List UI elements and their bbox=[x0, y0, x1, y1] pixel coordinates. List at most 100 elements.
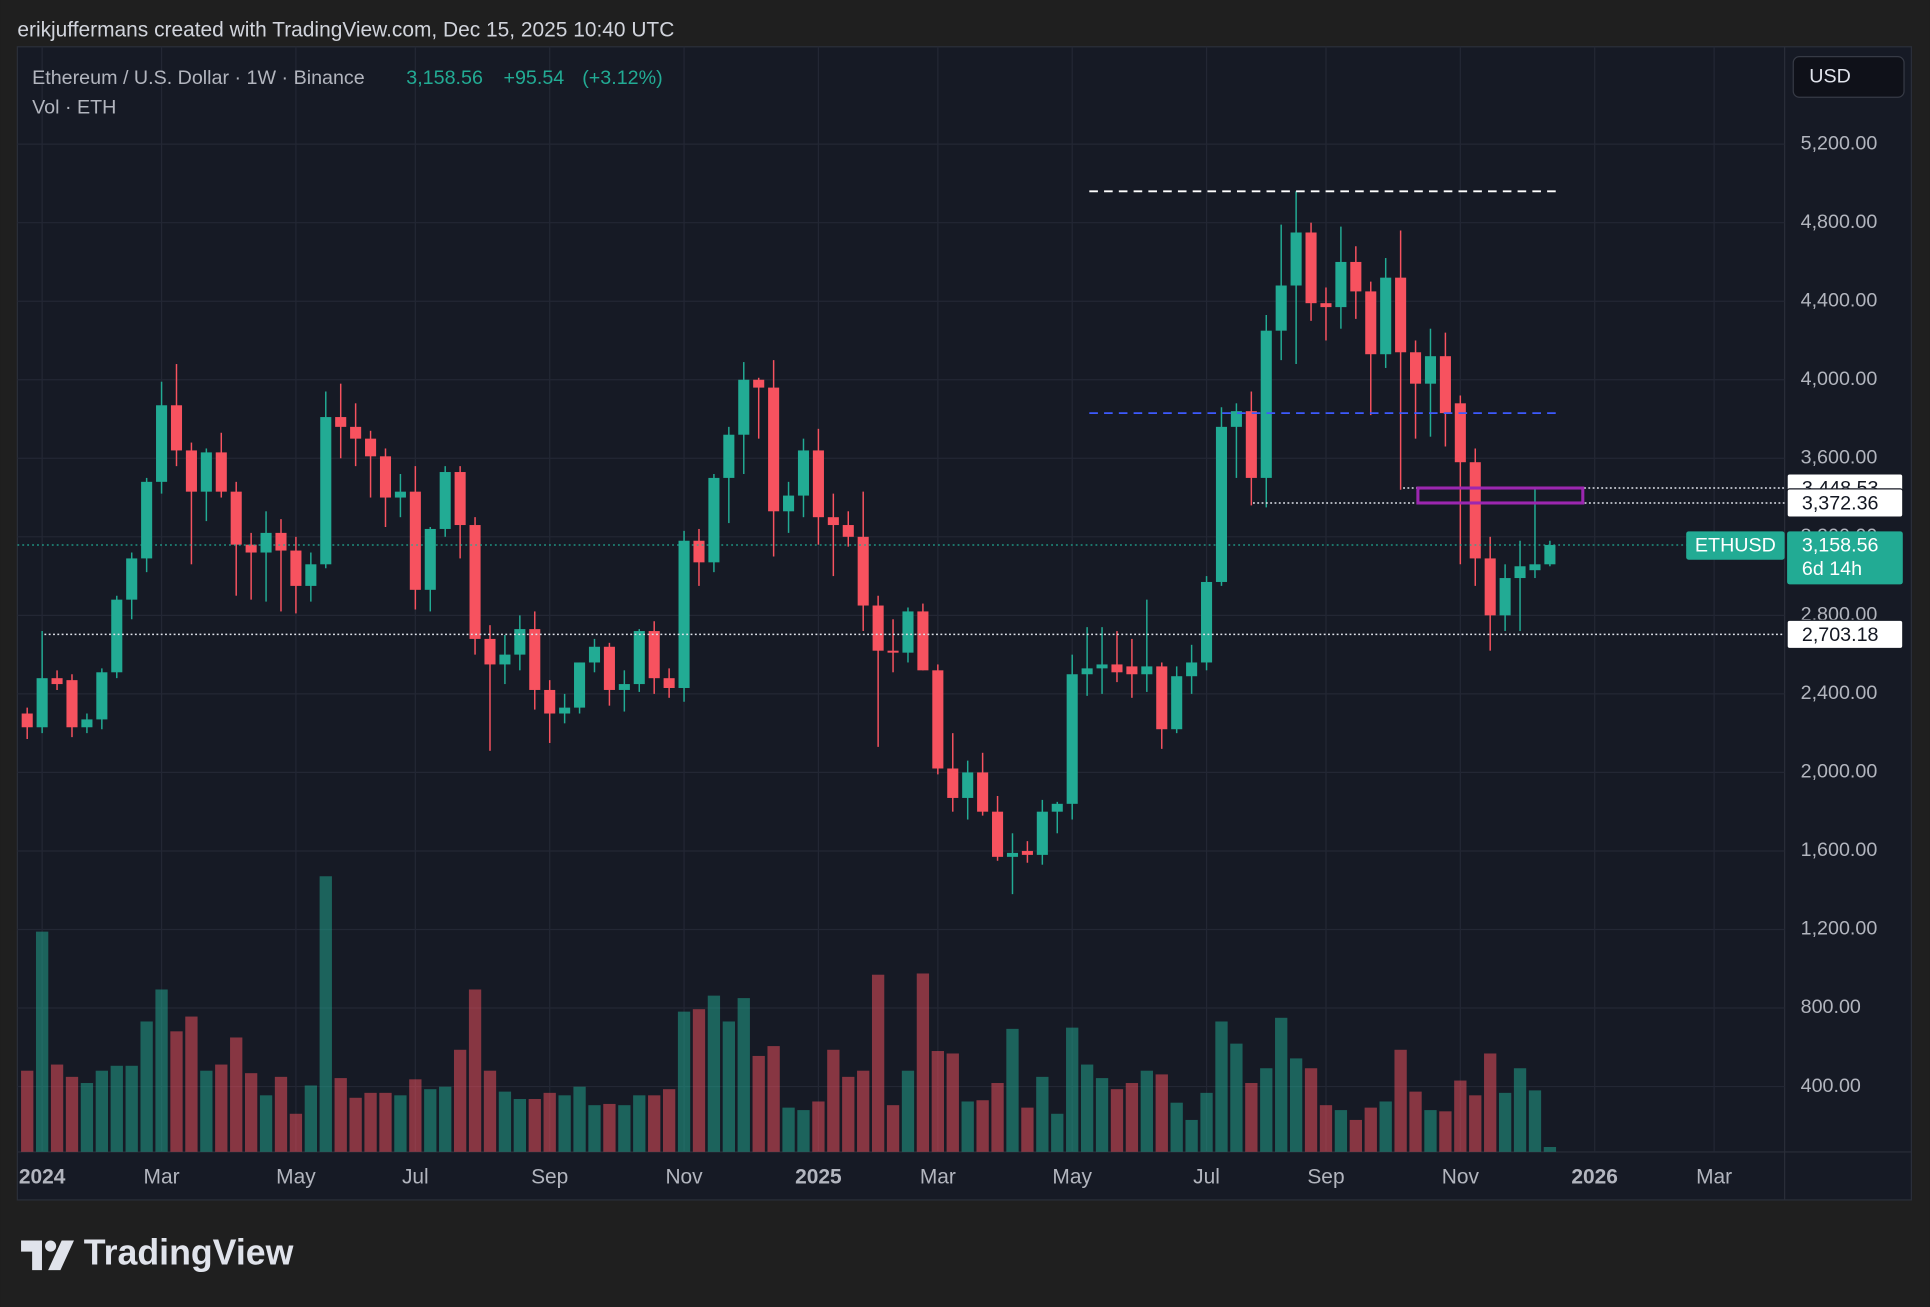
volume-bar bbox=[1155, 1074, 1168, 1152]
candle-body bbox=[932, 670, 944, 769]
candle-body bbox=[797, 450, 810, 496]
volume-bar bbox=[1498, 1092, 1512, 1152]
candle-body bbox=[215, 452, 227, 492]
candle-body bbox=[514, 629, 526, 655]
volume-bar bbox=[1528, 1090, 1542, 1152]
candle-body bbox=[529, 629, 541, 690]
volume-bar bbox=[528, 1099, 541, 1152]
volume-bar bbox=[259, 1095, 273, 1152]
legend-volume: Vol · ETH bbox=[32, 97, 116, 119]
volume-bar bbox=[946, 1053, 959, 1152]
volume-bar bbox=[842, 1076, 855, 1152]
volume-bar bbox=[1110, 1089, 1124, 1152]
currency-button-box[interactable] bbox=[1792, 55, 1905, 98]
currency-button[interactable]: USD bbox=[1792, 55, 1905, 98]
volume-bar bbox=[1170, 1102, 1183, 1152]
candle-body bbox=[723, 434, 735, 478]
x-tick-label: Nov bbox=[1442, 1165, 1480, 1188]
x-tick-label: Sep bbox=[1307, 1165, 1344, 1188]
x-tick-label: 2025 bbox=[795, 1165, 842, 1188]
volume-bar bbox=[1051, 1113, 1064, 1152]
volume-bar bbox=[677, 1011, 691, 1152]
candle-body bbox=[618, 684, 630, 690]
volume-bar bbox=[364, 1092, 377, 1152]
countdown-label: 6d 14h bbox=[1802, 558, 1862, 580]
candle-body bbox=[1171, 676, 1183, 730]
volume-bar bbox=[394, 1095, 407, 1152]
candle-body bbox=[230, 491, 242, 545]
volume-bar bbox=[767, 1046, 780, 1152]
volume-bar bbox=[797, 1110, 810, 1152]
level-label-box bbox=[1786, 619, 1904, 650]
y-tick-label: 3,600.00 bbox=[1801, 446, 1878, 468]
volume-bar bbox=[274, 1076, 288, 1152]
volume-bar bbox=[558, 1095, 571, 1152]
candle-body bbox=[1350, 261, 1362, 292]
candle-body bbox=[738, 379, 750, 435]
volume-bar bbox=[1125, 1083, 1139, 1152]
candle-body bbox=[977, 772, 989, 812]
volume-bar bbox=[618, 1105, 631, 1152]
volume-bar bbox=[1439, 1111, 1452, 1152]
y-tick-label: 2,000.00 bbox=[1801, 761, 1878, 783]
legend-title: Ethereum / U.S. Dollar · 1W · Binance bbox=[32, 67, 365, 89]
candle-body bbox=[574, 662, 586, 708]
candle-body bbox=[962, 772, 974, 798]
volume-bar bbox=[737, 998, 750, 1152]
candle-body bbox=[1484, 558, 1496, 616]
candle-body bbox=[1439, 356, 1451, 414]
candle-body bbox=[1186, 662, 1198, 677]
candle-body bbox=[1141, 666, 1153, 675]
volume-bar bbox=[782, 1107, 795, 1152]
candle-body bbox=[678, 540, 690, 688]
candle-body bbox=[1499, 578, 1511, 616]
volume-bar bbox=[916, 973, 930, 1152]
volume-bar bbox=[1379, 1101, 1392, 1152]
volume-bar bbox=[379, 1092, 392, 1152]
candle-body bbox=[394, 491, 406, 498]
volume-bar bbox=[409, 1079, 422, 1152]
candle-body bbox=[1424, 356, 1437, 384]
volume-bar bbox=[1021, 1107, 1034, 1152]
volume-bar bbox=[498, 1091, 512, 1152]
volume-bar bbox=[125, 1065, 138, 1152]
candle-body bbox=[1365, 291, 1377, 355]
price-axis: 5,200.00 4,800.00 4,400.00 4,000.00 3,600.00… bbox=[1801, 132, 1878, 1096]
volume-bar bbox=[65, 1076, 79, 1152]
volume-bar bbox=[334, 1078, 347, 1152]
candle-body bbox=[1454, 403, 1466, 463]
candle-body bbox=[1201, 581, 1213, 663]
symbol-label: ETHUSD bbox=[1695, 534, 1776, 556]
currency-button-label[interactable]: USD bbox=[1809, 66, 1851, 88]
volume-bar bbox=[230, 1037, 243, 1152]
candle-body bbox=[1230, 411, 1242, 427]
volume-bar bbox=[648, 1095, 661, 1152]
candle-body bbox=[603, 646, 615, 690]
candle-body bbox=[917, 611, 929, 671]
volume-bar bbox=[170, 1031, 183, 1152]
legend-change-pct: (+3.12%) bbox=[582, 67, 662, 89]
volume-bar bbox=[215, 1064, 228, 1152]
chart-panel bbox=[16, 46, 1913, 1201]
candle-body bbox=[96, 672, 108, 720]
volume-bar bbox=[662, 1089, 676, 1152]
candle-body bbox=[126, 558, 138, 600]
volume-bar bbox=[349, 1097, 362, 1152]
candle-body bbox=[1156, 666, 1168, 730]
volume-bar bbox=[543, 1092, 556, 1152]
candle-body bbox=[409, 491, 421, 590]
level-label: 2,703.18 bbox=[1802, 624, 1879, 646]
volume-bar bbox=[1424, 1110, 1437, 1152]
last-price-box bbox=[1787, 531, 1903, 585]
volume-bar bbox=[1513, 1068, 1527, 1152]
candle-body bbox=[1469, 462, 1481, 559]
volume-bar bbox=[871, 974, 885, 1152]
zone bbox=[1416, 486, 1585, 505]
candle-body bbox=[783, 495, 795, 512]
candle-body bbox=[51, 678, 63, 685]
candle-body bbox=[842, 525, 854, 537]
x-tick-label: May bbox=[1052, 1165, 1092, 1188]
volume-bar bbox=[1319, 1105, 1333, 1152]
x-tick-label: 2026 bbox=[1571, 1165, 1618, 1188]
